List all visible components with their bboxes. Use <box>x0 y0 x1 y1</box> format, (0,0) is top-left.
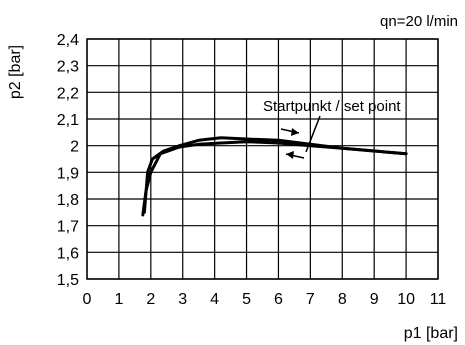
y-tick-label: 2 <box>70 139 79 156</box>
y-tick-label: 1,8 <box>57 192 79 209</box>
x-tick-label: 3 <box>178 291 187 308</box>
x-axis-title: p1 [bar] <box>404 325 458 342</box>
x-tick-label: 9 <box>370 291 379 308</box>
x-tick-label: 1 <box>114 291 123 308</box>
arrow-left-icon <box>286 151 304 159</box>
y-tick-label: 2,3 <box>57 59 79 76</box>
x-tick-label: 11 <box>430 291 447 308</box>
flow-annotation: qn=20 l/min <box>380 13 458 30</box>
x-tick-labels: 0 1 2 3 4 5 6 7 8 9 10 11 <box>83 291 447 308</box>
y-tick-labels: 1,5 1,6 1,7 1,8 1,9 2 2,1 2,2 2,3 2,4 <box>57 32 79 289</box>
x-tick-label: 2 <box>146 291 155 308</box>
plot-frame <box>87 39 438 279</box>
x-tick-label: 6 <box>274 291 283 308</box>
x-tick-label: 10 <box>397 291 415 308</box>
y-tick-label: 1,9 <box>57 165 79 182</box>
x-tick-label: 5 <box>242 291 251 308</box>
x-tick-label: 4 <box>210 291 219 308</box>
x-tick-label: 7 <box>306 291 315 308</box>
y-tick-label: 1,5 <box>57 272 79 289</box>
arrow-right-icon <box>281 128 299 136</box>
y-tick-label: 1,6 <box>57 245 79 262</box>
y-tick-label: 2,4 <box>57 32 79 49</box>
grid <box>87 39 438 279</box>
y-axis-title: p2 [bar] <box>7 45 24 99</box>
x-tick-label: 8 <box>338 291 347 308</box>
y-tick-label: 2,1 <box>57 112 79 129</box>
x-tick-label: 0 <box>83 291 92 308</box>
setpoint-annotation: Startpunkt / set point <box>263 98 401 115</box>
y-tick-label: 2,2 <box>57 85 79 102</box>
y-tick-label: 1,7 <box>57 219 79 236</box>
